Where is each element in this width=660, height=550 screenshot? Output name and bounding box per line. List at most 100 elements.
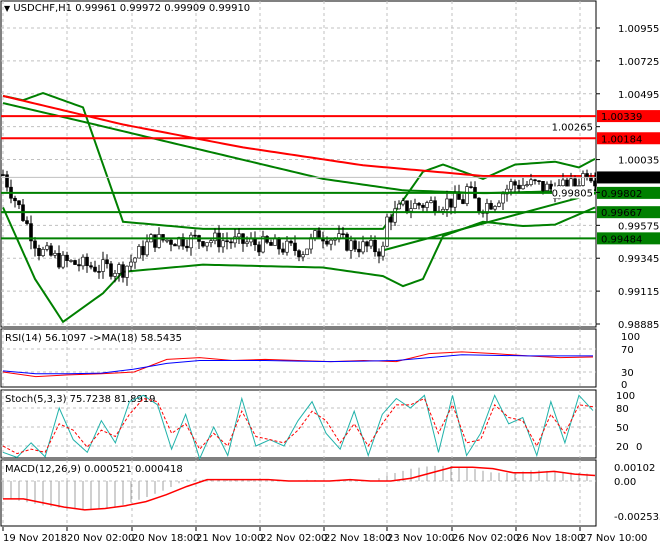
candle-body xyxy=(189,234,193,249)
candle-body xyxy=(465,186,469,204)
candle-body xyxy=(389,216,393,223)
trendline xyxy=(382,192,597,252)
candle-body xyxy=(29,223,33,242)
panel-border-1 xyxy=(0,328,597,388)
candle-body xyxy=(185,245,189,249)
level-label-bg xyxy=(597,186,660,199)
collapse-triangle-icon[interactable]: ▼ xyxy=(4,4,11,13)
candle-body xyxy=(369,239,373,247)
x-tick-label: 19 Nov 2018 xyxy=(3,533,67,544)
rsi-tick-label: 70 xyxy=(621,345,634,356)
candle-body xyxy=(409,208,413,212)
candle-body xyxy=(585,173,589,178)
candle-body xyxy=(429,200,433,203)
candle-body xyxy=(385,216,389,247)
candle-body xyxy=(257,244,261,253)
candle-body xyxy=(413,203,417,209)
x-tick-label: 20 Nov 02:00 xyxy=(67,533,134,544)
candle-body xyxy=(393,208,397,223)
candle-body xyxy=(233,236,237,244)
candle-body xyxy=(97,271,101,273)
candle-body xyxy=(229,241,233,244)
macd-tick-label: 0.00102 xyxy=(614,463,655,474)
x-tick-label: 26 Nov 02:00 xyxy=(452,533,519,544)
level-label-bg xyxy=(597,206,660,219)
candle-body xyxy=(165,239,169,242)
candle-body xyxy=(145,241,149,256)
ohlc-values: 0.99961 0.99972 0.99909 0.99910 xyxy=(75,3,251,14)
candle-body xyxy=(361,241,365,253)
candle-body xyxy=(193,234,197,237)
candle-body xyxy=(89,265,93,268)
candle-body xyxy=(493,206,497,210)
candle-body xyxy=(325,240,329,245)
candle-body xyxy=(513,181,517,186)
y-tick-label: 1.00265 xyxy=(552,123,593,134)
candle-body xyxy=(45,245,49,250)
candle-body xyxy=(433,200,437,212)
moving-average-red xyxy=(2,94,595,178)
candle-body xyxy=(545,183,549,191)
candle-body xyxy=(137,246,141,259)
candle-body xyxy=(81,256,85,267)
candle-body xyxy=(273,238,277,246)
candle-body xyxy=(477,197,481,213)
candle-body xyxy=(201,241,205,247)
candle-body xyxy=(401,200,405,205)
panel-border-3 xyxy=(0,459,597,527)
candle-body xyxy=(297,250,301,258)
candle-body xyxy=(445,198,449,210)
candle-body xyxy=(33,240,37,249)
stoch-tick-label: 100 xyxy=(616,391,635,402)
panel-border-2 xyxy=(0,389,597,459)
level-label: 0.99802 xyxy=(601,189,642,200)
macd-title: MACD(12,26,9) 0.000521 0.000418 xyxy=(5,464,183,475)
candle-body xyxy=(305,248,309,255)
candle-body xyxy=(377,251,381,257)
level-label: 1.00184 xyxy=(601,134,642,145)
candle-body xyxy=(1,174,5,176)
candle-body xyxy=(489,203,493,210)
y-tick-label: 0.99345 xyxy=(618,254,659,265)
symbol-label: USDCHF,H1 xyxy=(13,3,73,14)
current-price-label: 0.99910 xyxy=(601,173,642,184)
candle-body xyxy=(77,264,81,267)
stoch-tick-label: 80 xyxy=(616,404,629,415)
level-label: 1.00339 xyxy=(601,112,642,123)
y-tick-label: 0.99115 xyxy=(618,287,659,298)
candle-body xyxy=(253,238,257,246)
rsi-tick-label: 0 xyxy=(621,380,627,391)
candle-body xyxy=(541,181,545,191)
rsi-tick-label: 30 xyxy=(621,368,634,379)
candle-body xyxy=(141,246,145,256)
chart-header: ▼ USDCHF,H1 0.99961 0.99972 0.99909 0.99… xyxy=(4,3,250,14)
stoch-title: Stoch(5,3,3) 75.7238 81.8919 xyxy=(5,394,156,405)
candle-body xyxy=(289,240,293,244)
candle-body xyxy=(461,199,465,204)
x-tick-label: 22 Nov 18:00 xyxy=(324,533,391,544)
candle-body xyxy=(269,242,273,246)
macd-signal-line xyxy=(3,466,596,511)
candle-body xyxy=(13,197,17,202)
panel-border-0 xyxy=(0,0,597,328)
stoch-line-1 xyxy=(2,397,594,455)
candle-body xyxy=(381,245,385,257)
candle-body xyxy=(421,204,425,208)
candle-body xyxy=(209,240,213,243)
bollinger-upper xyxy=(2,92,596,230)
x-tick-label: 20 Nov 18:00 xyxy=(132,533,199,544)
stoch-tick-label: 0 xyxy=(636,442,642,453)
candle-body xyxy=(417,203,421,206)
level-label-bg xyxy=(597,232,660,245)
candle-body xyxy=(25,220,29,224)
candle-body xyxy=(49,245,53,256)
candle-body xyxy=(561,179,565,187)
candle-body xyxy=(157,234,161,248)
y-tick-label: 1.00035 xyxy=(618,156,659,167)
candle-body xyxy=(301,254,305,258)
candle-body xyxy=(349,240,353,251)
candle-body xyxy=(121,264,125,278)
candle-body xyxy=(93,266,97,272)
candle-body xyxy=(505,188,509,195)
